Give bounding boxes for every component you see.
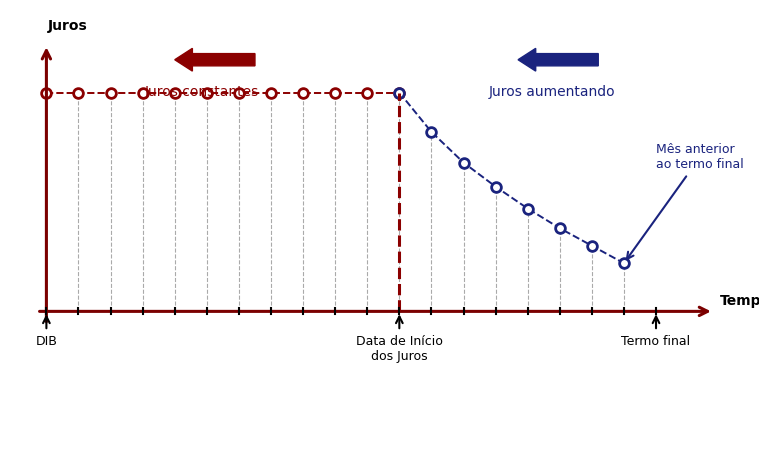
Text: Data de Início
dos Juros: Data de Início dos Juros	[356, 336, 442, 364]
Text: DIB: DIB	[36, 336, 58, 348]
FancyArrow shape	[518, 48, 598, 71]
FancyArrow shape	[175, 48, 255, 71]
Text: Tempo: Tempo	[720, 294, 759, 308]
Text: Juros: Juros	[48, 19, 88, 34]
Text: Juros aumentando: Juros aumentando	[489, 84, 615, 99]
Text: Juros constantes: Juros constantes	[145, 84, 259, 99]
Text: Termo final: Termo final	[622, 336, 691, 348]
Text: Mês anterior
ao termo final: Mês anterior ao termo final	[627, 143, 744, 259]
